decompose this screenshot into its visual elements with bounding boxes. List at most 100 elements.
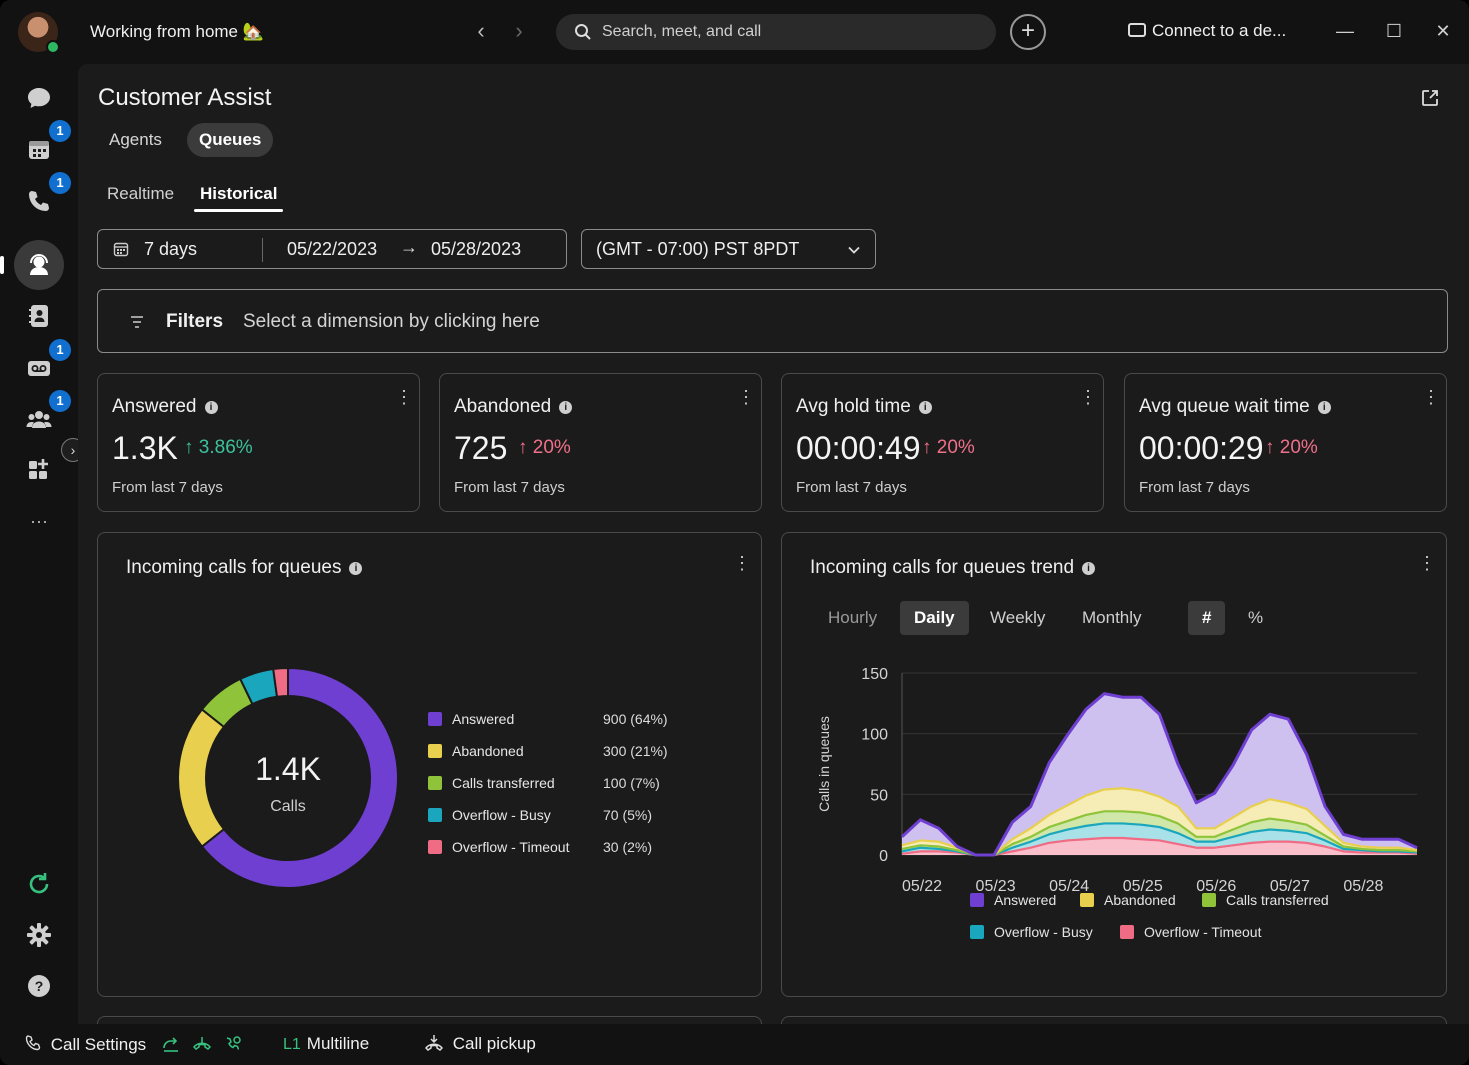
- timezone-value: (GMT - 07:00) PST 8PDT: [596, 239, 800, 259]
- legend-item[interactable]: Calls transferred: [1202, 892, 1329, 908]
- sidebar-item-calendar[interactable]: 1: [22, 120, 71, 166]
- more-options-icon[interactable]: ⋮: [733, 553, 751, 573]
- back-button[interactable]: ‹: [477, 18, 485, 43]
- more-options-icon[interactable]: ⋮: [1418, 553, 1436, 573]
- y-tick-label: 50: [870, 787, 888, 804]
- help-icon: ?: [28, 975, 50, 997]
- popout-icon[interactable]: [1420, 88, 1440, 108]
- device-icon: [1128, 23, 1146, 37]
- search-input[interactable]: [602, 20, 982, 44]
- subtab-historical[interactable]: Historical: [193, 184, 285, 212]
- kpi-value: 00:00:49: [796, 430, 921, 466]
- presence-indicator: [46, 40, 60, 54]
- info-icon[interactable]: i: [1317, 401, 1331, 414]
- customer-assist-icon: [30, 254, 48, 275]
- granularity-hourly[interactable]: Hourly: [828, 608, 878, 627]
- legend-label: Abandoned: [1104, 892, 1176, 908]
- sidebar-item-calling[interactable]: 1: [22, 172, 71, 218]
- legend-item[interactable]: Abandoned 300 (21%): [428, 743, 688, 761]
- legend-item[interactable]: Overflow - Timeout 30 (2%): [428, 839, 688, 857]
- status-message[interactable]: Working from home 🏡: [90, 22, 264, 41]
- filter-bar[interactable]: Filters Select a dimension by clicking h…: [97, 289, 1448, 353]
- date-range-picker[interactable]: 7 days 05/22/2023 → 05/28/2023: [97, 229, 567, 269]
- kpi-value: 1.3K: [112, 430, 178, 466]
- donut-slice-overflow-timeout[interactable]: [272, 666, 289, 698]
- more-options-icon[interactable]: ⋮: [1422, 387, 1440, 407]
- info-icon[interactable]: i: [559, 401, 573, 414]
- tab-agents[interactable]: Agents: [109, 130, 162, 149]
- call-pickup-button[interactable]: Call pickup: [424, 1034, 536, 1054]
- start-date[interactable]: 05/22/2023: [287, 239, 378, 259]
- sidebar-item-messaging[interactable]: [22, 81, 56, 115]
- card-title-text: Incoming calls for queues trend: [810, 557, 1075, 578]
- granularity-monthly[interactable]: Monthly: [1082, 608, 1142, 627]
- legend-item[interactable]: Overflow - Timeout: [1120, 924, 1262, 940]
- sidebar-item-refresh[interactable]: [22, 867, 56, 901]
- legend-item[interactable]: Calls transferred 100 (7%): [428, 775, 688, 793]
- more-options-icon[interactable]: ⋮: [1079, 387, 1097, 407]
- multiline-label: Multiline: [306, 1034, 370, 1053]
- mode-percent-button[interactable]: %: [1248, 608, 1264, 627]
- call-pickup-status-icon[interactable]: [192, 1035, 212, 1053]
- area-calls-transferred[interactable]: [902, 811, 1417, 855]
- granularity-daily[interactable]: Daily: [900, 601, 969, 635]
- filter-icon: [131, 316, 143, 328]
- sidebar-item-settings[interactable]: [22, 918, 56, 952]
- tab-queues[interactable]: Queues: [187, 123, 274, 157]
- area-answered[interactable]: [902, 693, 1417, 855]
- end-date[interactable]: 05/28/2023: [431, 239, 522, 259]
- timezone-select[interactable]: (GMT - 07:00) PST 8PDT: [581, 229, 876, 269]
- more-options-icon[interactable]: ⋮: [395, 387, 413, 407]
- legend-item[interactable]: Answered 900 (64%): [428, 711, 688, 729]
- bottom-bar: Call Settings L1 Multiline Call pickup: [0, 1024, 1469, 1065]
- info-icon[interactable]: i: [204, 401, 218, 414]
- maximize-button[interactable]: ☐: [1385, 21, 1403, 41]
- legend-item[interactable]: Overflow - Busy: [970, 924, 1093, 940]
- new-action-button[interactable]: +: [1010, 14, 1046, 50]
- dnd-status-icon[interactable]: [222, 1035, 242, 1053]
- legend-value: 70 (5%): [603, 807, 653, 823]
- legend-item[interactable]: Answered: [970, 892, 1056, 908]
- sidebar-item-apps[interactable]: [22, 453, 56, 487]
- mode-count-button[interactable]: #: [1188, 601, 1226, 635]
- range-preset[interactable]: 7 days: [144, 239, 198, 259]
- legend-value: 300 (21%): [603, 743, 668, 759]
- multiline-button[interactable]: L1 Multiline: [283, 1034, 369, 1054]
- more-options-icon[interactable]: ⋮: [737, 387, 755, 407]
- legend-item[interactable]: Overflow - Busy 70 (5%): [428, 807, 688, 825]
- forward-button[interactable]: ›: [515, 18, 523, 43]
- call-settings-label: Call Settings: [50, 1035, 147, 1054]
- area-abandoned[interactable]: [902, 788, 1417, 855]
- avatar[interactable]: [18, 12, 60, 54]
- donut-slice-answered[interactable]: [200, 666, 399, 889]
- calendar-icon: [29, 141, 49, 159]
- legend-label: Overflow - Busy: [994, 924, 1093, 940]
- info-icon[interactable]: i: [918, 401, 932, 414]
- call-forward-icon[interactable]: [161, 1035, 181, 1053]
- legend-swatch: [1120, 925, 1134, 939]
- minimize-button[interactable]: —: [1336, 21, 1354, 41]
- subtab-realtime[interactable]: Realtime: [107, 184, 175, 203]
- info-icon[interactable]: i: [349, 562, 363, 575]
- legend-item[interactable]: Abandoned: [1080, 892, 1176, 908]
- sidebar-item-customer-assist[interactable]: [22, 248, 56, 282]
- search-box[interactable]: [556, 14, 996, 50]
- sidebar-item-help[interactable]: ?: [22, 969, 56, 1003]
- sidebar-item-voicemail[interactable]: 1: [22, 339, 71, 385]
- donut-center-value: 1.4K: [255, 751, 321, 787]
- donut-slice-abandoned[interactable]: [177, 708, 226, 848]
- call-settings-button[interactable]: Call Settings: [24, 1034, 242, 1055]
- next-card-edge: [781, 1016, 1447, 1028]
- granularity-weekly[interactable]: Weekly: [990, 608, 1046, 627]
- kpi-footnote: From last 7 days: [796, 479, 907, 496]
- y-axis-label: Calls in queues: [816, 716, 832, 812]
- sidebar-item-teams[interactable]: 1: [22, 390, 71, 436]
- info-icon[interactable]: i: [1082, 562, 1096, 575]
- close-button[interactable]: ✕: [1435, 21, 1451, 41]
- legend-swatch: [428, 840, 442, 854]
- kpi-card-abandoned: Abandoned i ⋮ 725 ↑ 20% From last 7 days: [439, 373, 762, 512]
- connect-device-button[interactable]: Connect to a de...: [1128, 21, 1286, 41]
- sidebar-item-contacts[interactable]: [22, 299, 56, 333]
- filters-hint: Select a dimension by clicking here: [243, 311, 540, 332]
- more-icon[interactable]: ···: [30, 510, 48, 531]
